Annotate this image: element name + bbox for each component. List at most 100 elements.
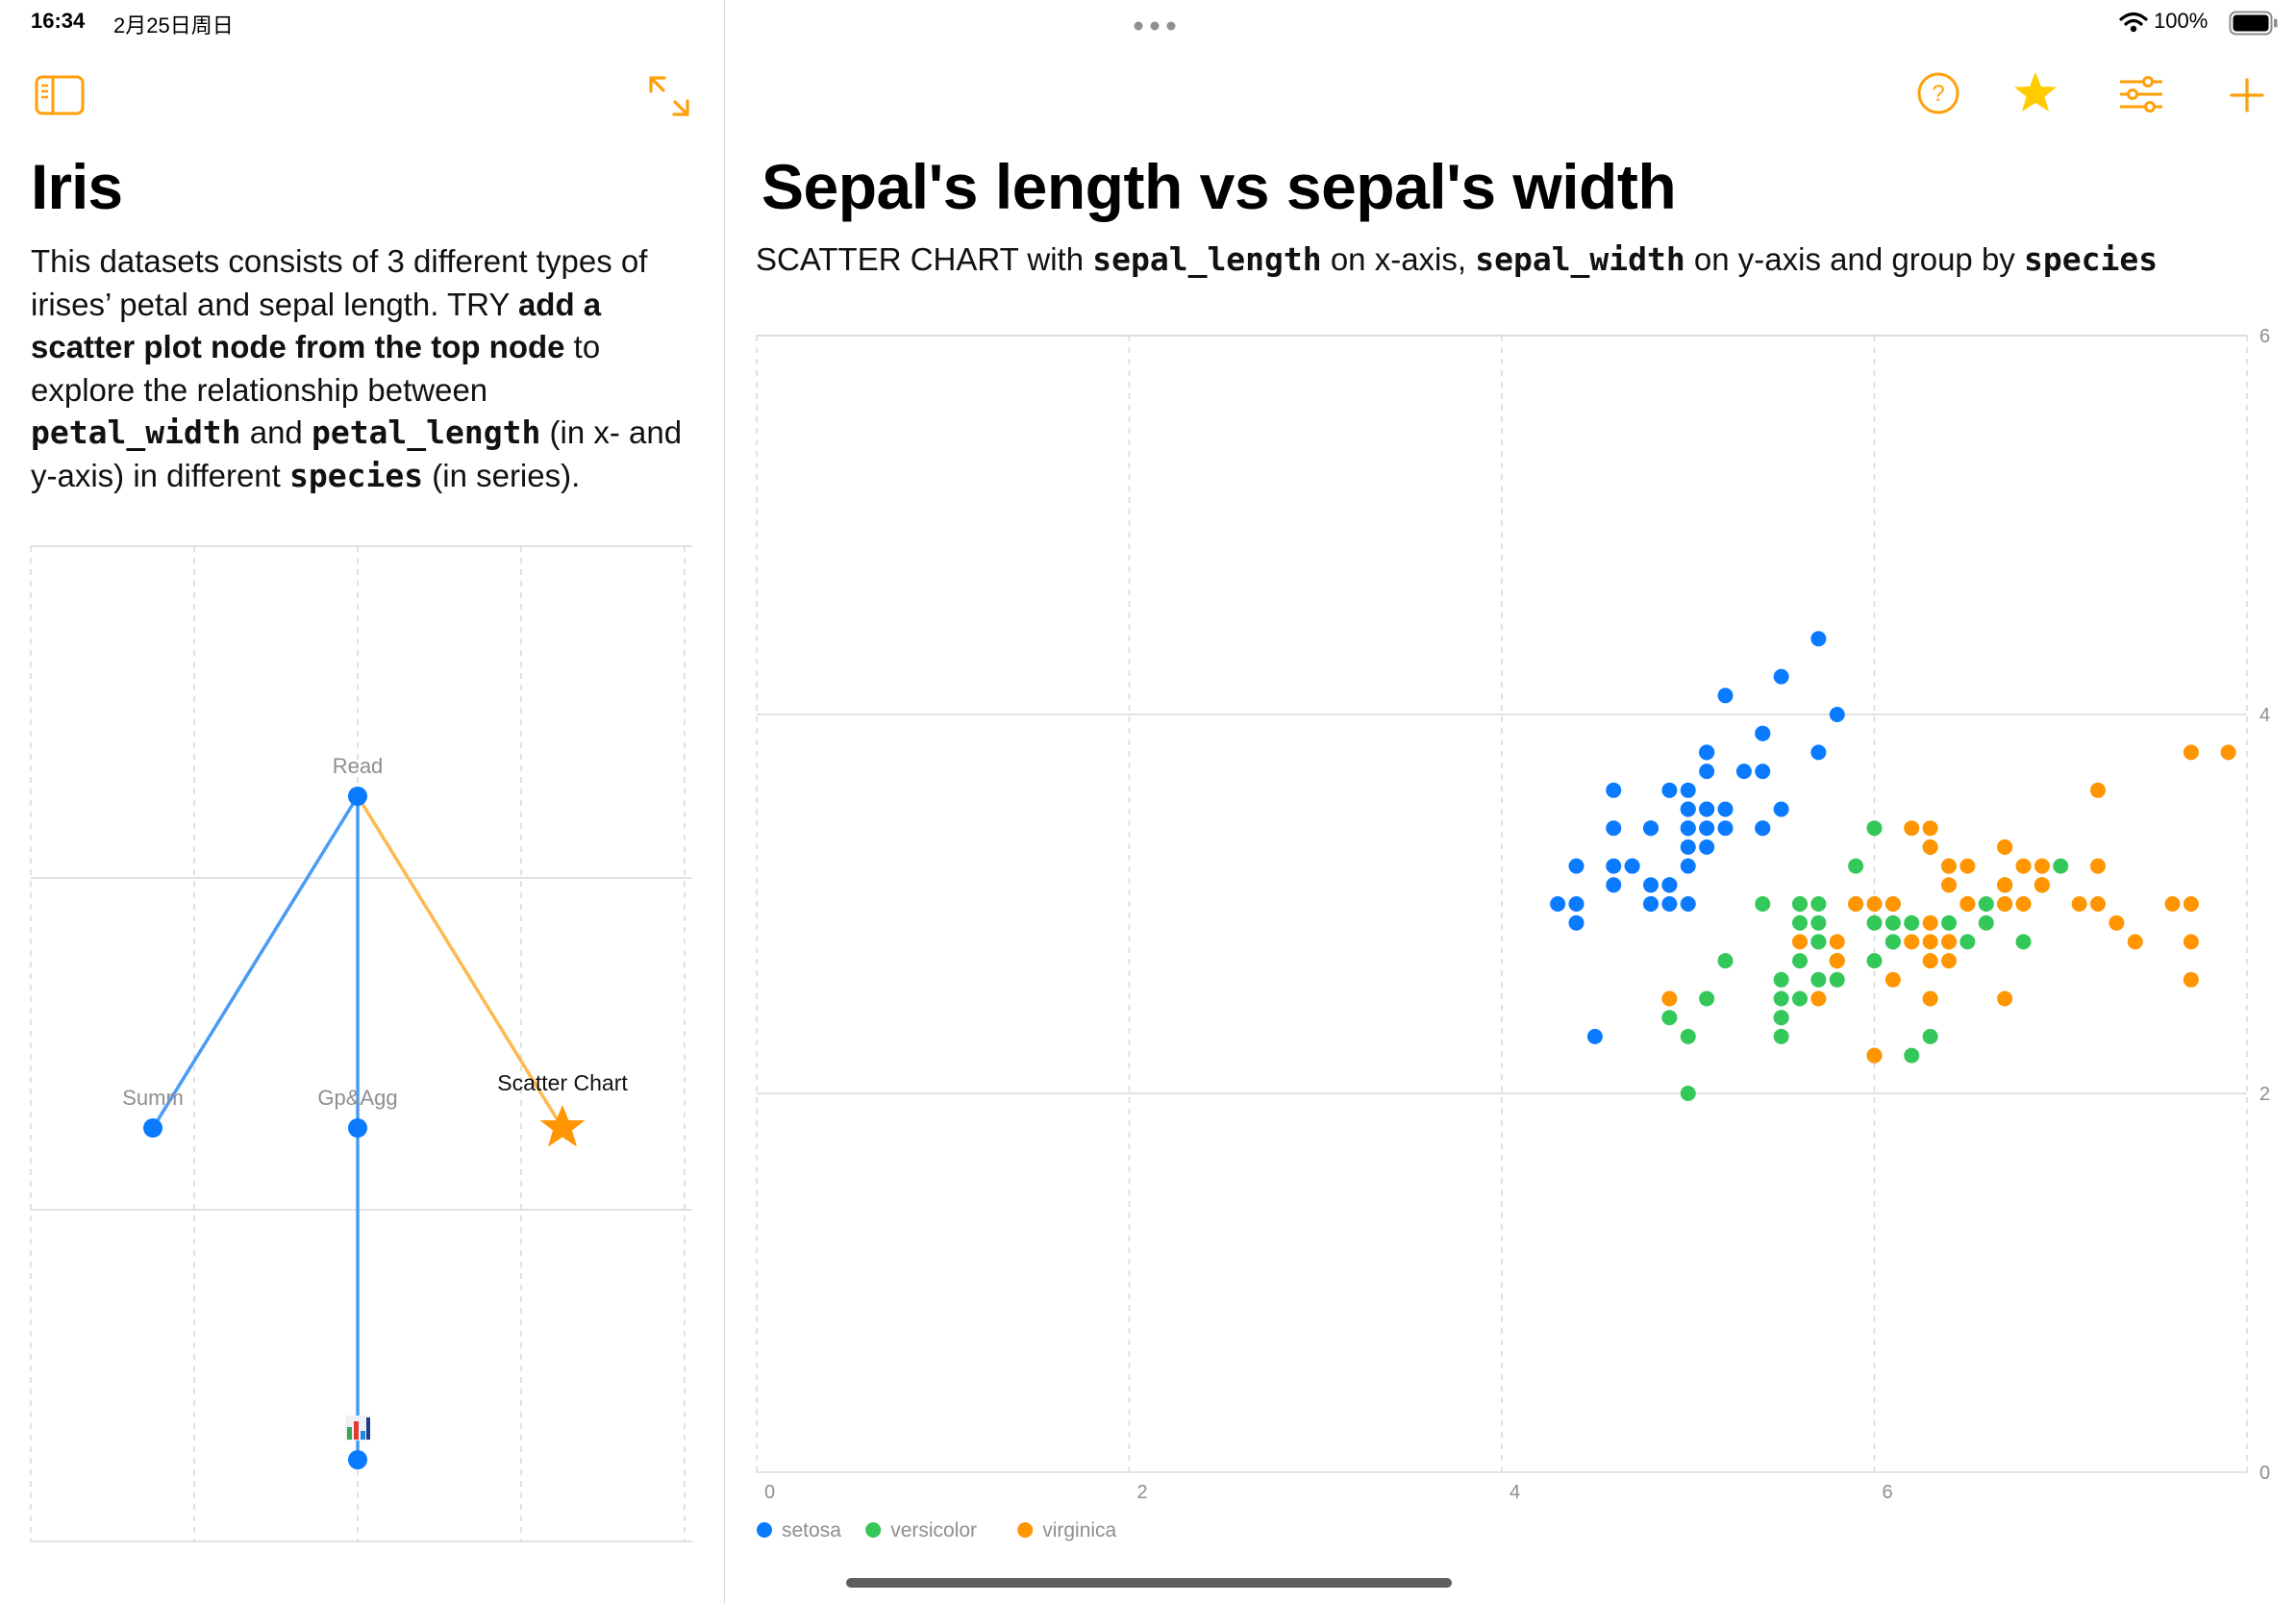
scatter-point-setosa [1680,820,1696,837]
node-label-read: Read [333,754,384,778]
scatter-point-virginica [1959,858,1976,874]
scatter-point-setosa [1680,782,1696,798]
node-gpagg[interactable] [348,1118,367,1138]
multitasking-dots-icon[interactable] [1133,19,1177,37]
scatter-point-virginica [1997,839,2013,855]
node-bar[interactable] [348,1450,367,1469]
chart-ticks: 0 2 4 6 0 2 4 6 [764,326,2270,1503]
scatter-point-virginica [1941,877,1957,893]
edge-read-scatter [356,795,564,1129]
scatter-point-virginica [1829,953,1845,969]
scatter-point-versicolor [1792,896,1808,912]
scatter-point-virginica [1904,934,1920,950]
node-graph[interactable]: Read Summ Gp&Agg Scatter Chart [0,539,724,1558]
scatter-point-setosa [1606,858,1622,874]
scatter-point-versicolor [1773,971,1789,988]
scatter-point-virginica [1922,934,1938,950]
scatter-point-virginica [1941,934,1957,950]
sidebar-toggle-icon[interactable] [35,75,85,120]
scatter-point-versicolor [1717,953,1734,969]
scatter-point-versicolor [1829,971,1845,988]
battery-percent: 100% [2154,9,2209,33]
x-tick-label: 0 [764,1482,775,1503]
y-tick-label: 0 [2259,1463,2270,1484]
scatter-point-setosa [1661,896,1678,912]
scatter-point-setosa [1568,858,1585,874]
help-icon[interactable]: ? [1916,71,1960,120]
scatter-point-setosa [1755,764,1771,780]
scatter-point-setosa [1717,801,1734,817]
scatter-point-versicolor [1680,1086,1696,1101]
legend-swatch-setosa [757,1522,772,1538]
scatter-point-virginica [2090,896,2106,912]
scatter-point-virginica [1866,1047,1883,1064]
scatter-point-virginica [2034,858,2050,874]
scatter-point-virginica [2164,896,2181,912]
scatter-point-versicolor [1810,915,1827,931]
scatter-point-versicolor [1959,934,1976,950]
scatter-point-setosa [1773,668,1789,685]
scatter-point-versicolor [1810,971,1827,988]
star-icon[interactable] [2011,69,2059,122]
plus-icon[interactable] [2229,77,2265,118]
dataset-description: This datasets consists of 3 different ty… [31,243,683,494]
y-tick-label: 2 [2259,1084,2270,1105]
y-tick-label: 6 [2259,326,2270,347]
node-summ[interactable] [143,1118,162,1138]
chart-title: Sepal's length vs sepal's width [761,151,1677,222]
node-scatter-star-icon[interactable] [539,1105,586,1147]
legend-swatch-virginica [1017,1522,1034,1538]
edge-read-summ [151,795,360,1129]
chart-grid [756,335,2248,1473]
scatter-point-setosa [1717,688,1734,704]
scatter-point-setosa [1568,896,1585,912]
node-label-summ: Summ [122,1086,184,1110]
scatter-point-setosa [1755,820,1771,837]
scatter-point-virginica [2109,915,2125,931]
legend-swatch-versicolor [865,1522,882,1538]
scatter-point-setosa [1661,877,1678,893]
scatter-point-setosa [1717,820,1734,837]
scatter-point-setosa [1661,782,1678,798]
scatter-point-setosa [1643,820,1659,837]
scatter-point-virginica [2015,896,2032,912]
scatter-point-setosa [1606,820,1622,837]
scatter-point-setosa [1586,1028,1603,1044]
scatter-point-versicolor [1661,1010,1678,1026]
node-label-scatter: Scatter Chart [497,1070,628,1095]
scatter-point-virginica [2090,782,2106,798]
battery-icon [2229,11,2279,40]
scatter-point-versicolor [1941,915,1957,931]
expand-arrows-icon[interactable] [647,74,691,123]
scatter-point-virginica [1922,820,1938,837]
scatter-point-setosa [1829,707,1845,722]
x-tick-label: 6 [1883,1482,1893,1503]
scatter-point-versicolor [1792,915,1808,931]
scatter-point-virginica [1792,934,1808,950]
scatter-point-setosa [1680,896,1696,912]
scatter-point-versicolor [1904,915,1920,931]
x-tick-label: 2 [1137,1482,1148,1503]
scatter-point-versicolor [1904,1047,1920,1064]
y-tick-label: 4 [2259,705,2270,726]
scatter-point-virginica [1661,990,1678,1007]
scatter-point-setosa [1680,858,1696,874]
scatter-point-setosa [1550,896,1566,912]
dataset-title: Iris [31,151,123,222]
scatter-point-setosa [1810,631,1827,647]
home-indicator [846,1578,1452,1588]
scatter-point-versicolor [1884,934,1901,950]
scatter-point-virginica [2183,744,2199,761]
scatter-point-setosa [1773,801,1789,817]
scatter-point-virginica [1941,858,1957,874]
sliders-icon[interactable] [2118,74,2164,119]
scatter-point-versicolor [1755,896,1771,912]
scatter-point-versicolor [1884,915,1901,931]
node-read[interactable] [348,787,367,806]
scatter-point-virginica [2015,858,2032,874]
scatter-point-virginica [1829,934,1845,950]
scatter-point-setosa [1568,915,1585,931]
chart-points [1550,631,2236,1101]
node-label-gpagg: Gp&Agg [317,1086,397,1110]
